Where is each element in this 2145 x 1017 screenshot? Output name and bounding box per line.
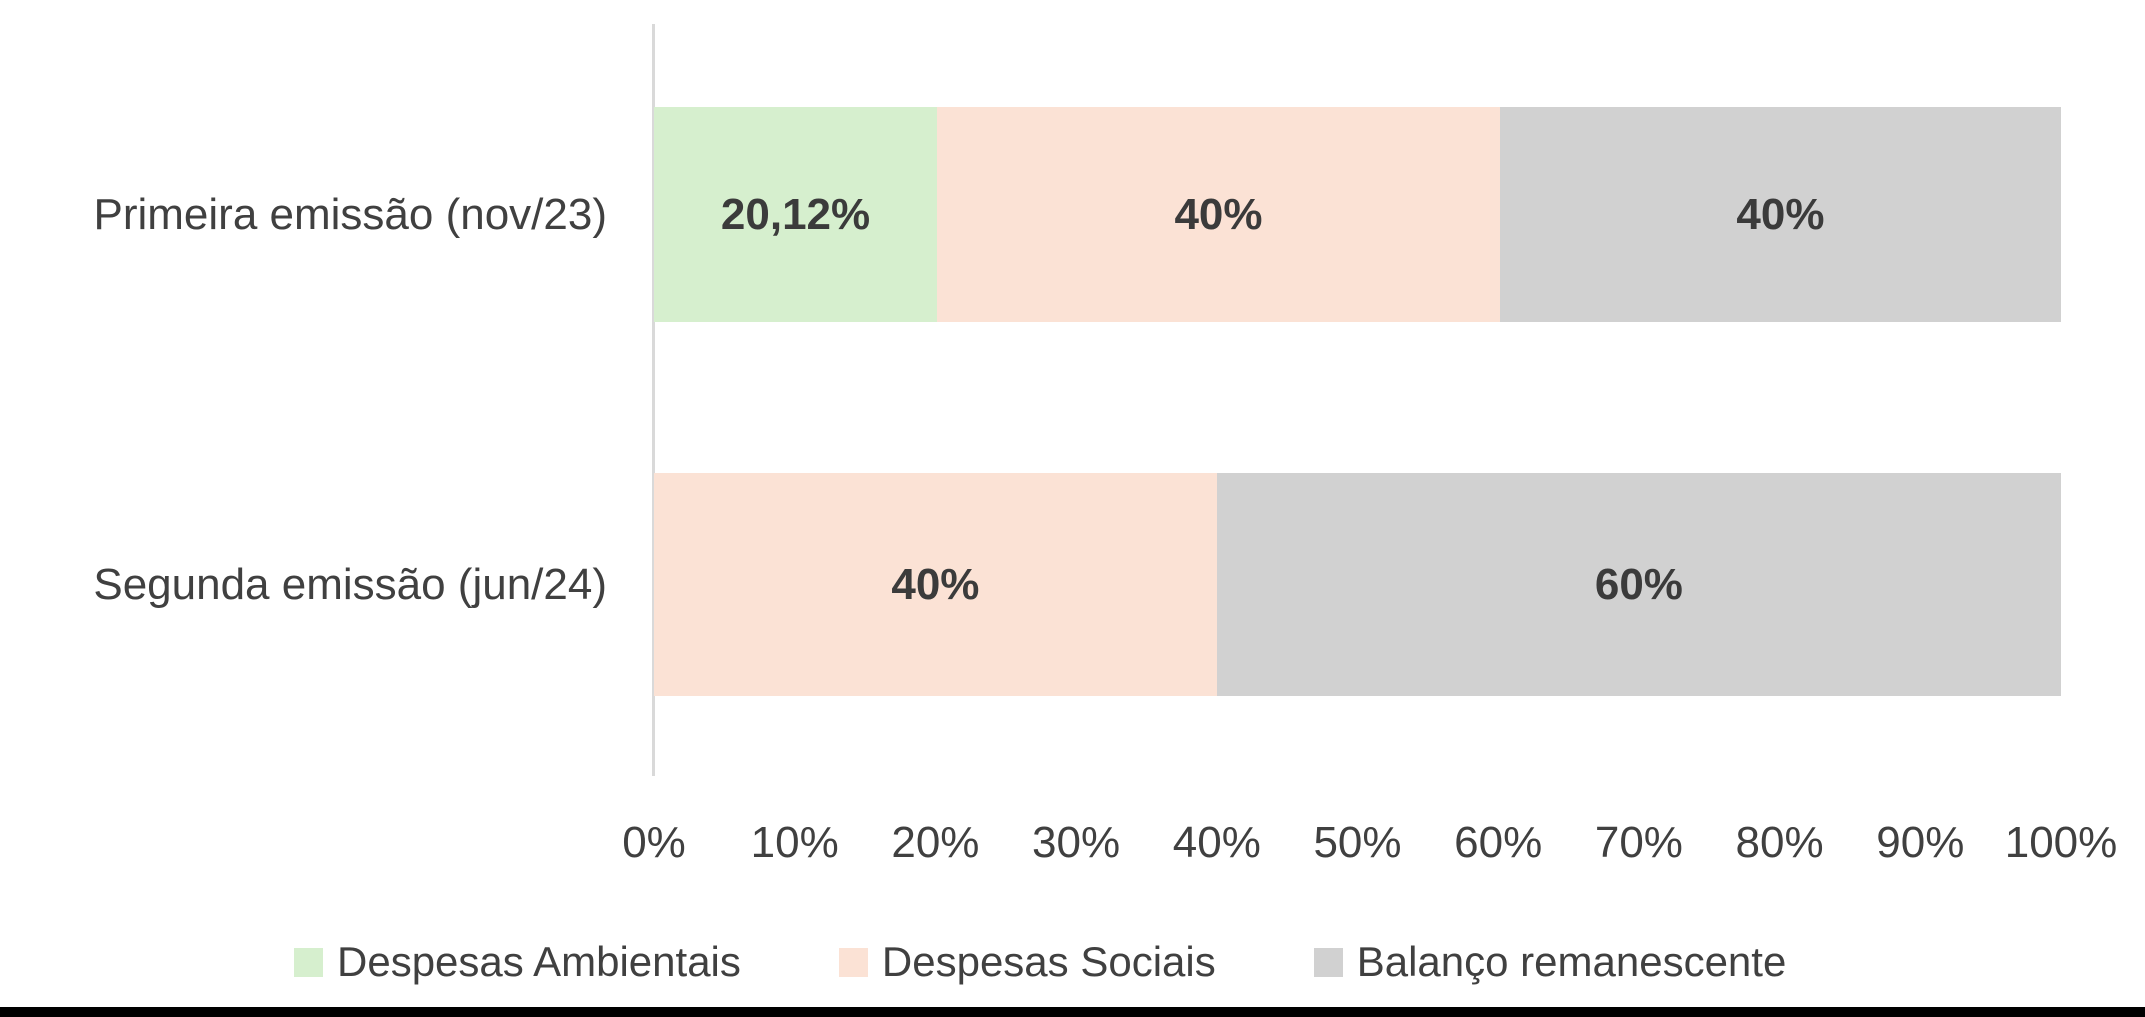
x-tick-label: 90% xyxy=(1876,818,1965,867)
x-tick-label: 10% xyxy=(750,818,839,867)
bar-segment-balan-o-remanescente: 40% xyxy=(1499,107,2061,322)
x-tick-label: 80% xyxy=(1735,818,1824,867)
y-axis-line xyxy=(652,24,655,776)
x-tick-label: 0% xyxy=(622,818,686,867)
segment-value-label: 40% xyxy=(891,559,980,609)
bar-row: 40% 60% xyxy=(654,473,2061,696)
segment-value-label: 20,12% xyxy=(720,189,871,239)
x-tick-label: 50% xyxy=(1313,818,1402,867)
x-tick-label: 60% xyxy=(1454,818,1543,867)
chart-legend: Despesas Ambientais Despesas Sociais Balan… xyxy=(294,938,1786,986)
legend-swatch-icon xyxy=(294,947,323,977)
segment-value-label: 40% xyxy=(1736,189,1825,239)
bar-segment-despesas-ambientais: 20,12% xyxy=(654,107,938,322)
segment-value-label: 60% xyxy=(1594,559,1683,609)
bar-segment-balan-o-remanescente: 60% xyxy=(1216,473,2061,696)
legend-label: Despesas Ambientais xyxy=(337,938,741,985)
legend-label: Balanço remanescente xyxy=(1356,938,1787,985)
x-tick-label: 40% xyxy=(1172,818,1261,867)
legend-swatch-icon xyxy=(838,947,868,977)
x-tick-label: 30% xyxy=(1032,818,1121,867)
bar-row: 20,12% 40% 40% xyxy=(654,107,2061,322)
bar-segment-despesas-sociais: 40% xyxy=(654,473,1217,696)
legend-label: Despesas Sociais xyxy=(881,938,1216,985)
bar-segment-despesas-sociais: 40% xyxy=(937,107,1500,322)
legend-item-despesas-ambientais: Despesas Ambientais xyxy=(294,938,741,986)
legend-item-despesas-sociais: Despesas Sociais xyxy=(838,938,1216,986)
legend-item-balan-o-remanescente: Balanço remanescente xyxy=(1313,938,1787,986)
category-label: Primeira emissão (nov/23) xyxy=(93,190,608,239)
x-tick-label: 20% xyxy=(891,818,980,867)
category-label: Segunda emissão (jun/24) xyxy=(93,560,607,609)
x-tick-label: 100% xyxy=(2004,818,2118,867)
x-axis-tick-labels: 0% 10% 20% 30% 40% 50% 60% 70% 80% 90% 100% xyxy=(622,818,2117,870)
bottom-black-strip xyxy=(0,1007,2145,1017)
legend-swatch-icon xyxy=(1313,947,1343,977)
segment-value-label: 40% xyxy=(1174,189,1263,239)
x-tick-label: 70% xyxy=(1594,818,1683,867)
